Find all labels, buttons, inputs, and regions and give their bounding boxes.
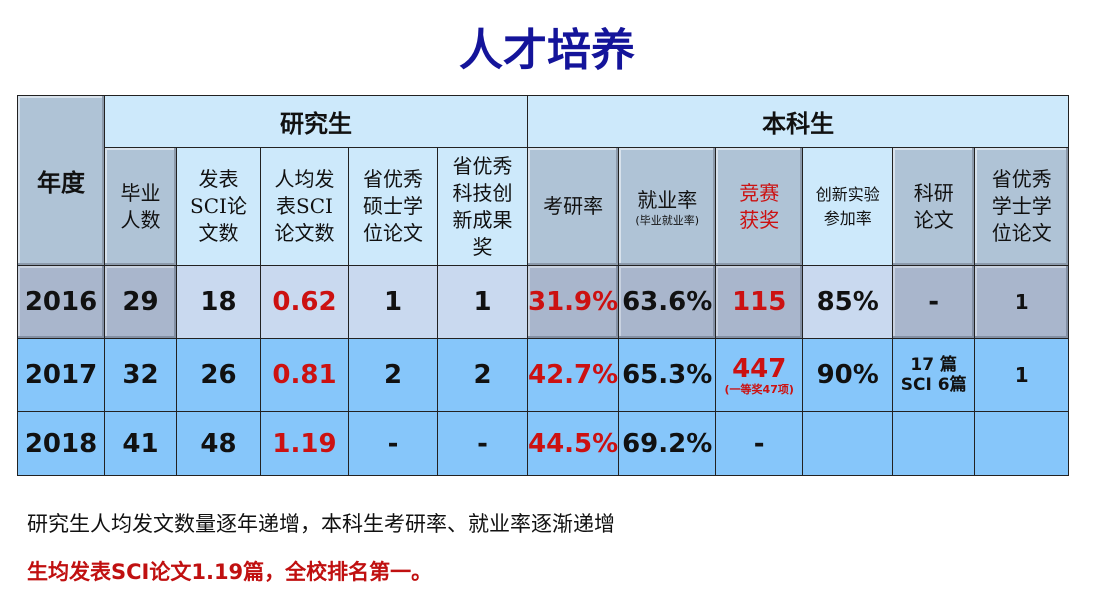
cell: 1 — [974, 338, 1070, 412]
year-header: 年度 — [17, 95, 105, 266]
cell: 1 — [974, 265, 1070, 339]
table-row: 2017 32 26 0.81 2 2 42.7% 65.3% 447 (一等奖4… — [17, 338, 1070, 412]
page-title: 人才培养 — [459, 25, 635, 76]
cell: 2 — [348, 338, 438, 412]
undergrad-header: 本科生 — [526, 95, 1070, 148]
year-cell: 2017 — [17, 338, 105, 412]
col-header: 竞赛获奖 — [715, 147, 804, 266]
col-header: 发表SCI论文数 — [176, 147, 261, 266]
cell: 44.5% — [526, 411, 620, 476]
cell: 18 — [176, 265, 261, 339]
cell — [892, 411, 976, 476]
table-row: 2016 29 18 0.62 1 1 31.9% 63.6% 115 85% … — [17, 265, 1070, 339]
year-cell: 2018 — [17, 411, 105, 476]
col-header: 人均发表SCI论文数 — [260, 147, 349, 266]
col-header: 就业率 (毕业就业率) — [618, 147, 717, 266]
cell: 0.62 — [260, 265, 349, 339]
cell: 1 — [348, 265, 438, 339]
cell: 90% — [802, 338, 894, 412]
cell: - — [892, 265, 976, 339]
highlight-note: 生均发表SCI论文1.19篇，全校排名第一。 — [27, 560, 433, 584]
cell: - — [715, 411, 804, 476]
year-cell: 2016 — [17, 265, 105, 339]
cell — [802, 411, 894, 476]
cell: 41 — [104, 411, 177, 476]
cell: 26 — [176, 338, 261, 412]
col-header: 科研论文 — [892, 147, 976, 266]
table-row: 2018 41 48 1.19 - - 44.5% 69.2% - — [17, 411, 1070, 476]
graduate-header: 研究生 — [104, 95, 528, 148]
cell: - — [437, 411, 528, 476]
cell: - — [348, 411, 438, 476]
cell: 1 — [437, 265, 528, 339]
col-header: 省优秀硕士学位论文 — [348, 147, 438, 266]
cell — [974, 411, 1070, 476]
cell: 115 — [715, 265, 804, 339]
cell: 0.81 — [260, 338, 349, 412]
cell: 85% — [802, 265, 894, 339]
col-header: 考研率 — [526, 147, 620, 266]
cell: 29 — [104, 265, 177, 339]
cell: 65.3% — [618, 338, 717, 412]
summary-note: 研究生人均发文数量逐年递增，本科生考研率、就业率逐渐递增 — [27, 512, 615, 536]
col-header: 毕业人数 — [104, 147, 177, 266]
cell: 1.19 — [260, 411, 349, 476]
cell: 2 — [437, 338, 528, 412]
cell: 63.6% — [618, 265, 717, 339]
col-header: 省优秀科技创新成果奖 — [437, 147, 528, 266]
col-header: 创新实验参加率 — [802, 147, 894, 266]
cell: 42.7% — [526, 338, 620, 412]
cell: 447 (一等奖47项) — [715, 338, 804, 412]
cell: 48 — [176, 411, 261, 476]
col-header: 省优秀学士学位论文 — [974, 147, 1070, 266]
cell: 69.2% — [618, 411, 717, 476]
talent-table: 年度 研究生 本科生 毕业人数 发表SCI论文数 人均发表SCI论文数 省优秀硕… — [17, 95, 1070, 476]
cell: 32 — [104, 338, 177, 412]
cell: 17 篇 SCI 6篇 — [892, 338, 976, 412]
cell: 31.9% — [526, 265, 620, 339]
